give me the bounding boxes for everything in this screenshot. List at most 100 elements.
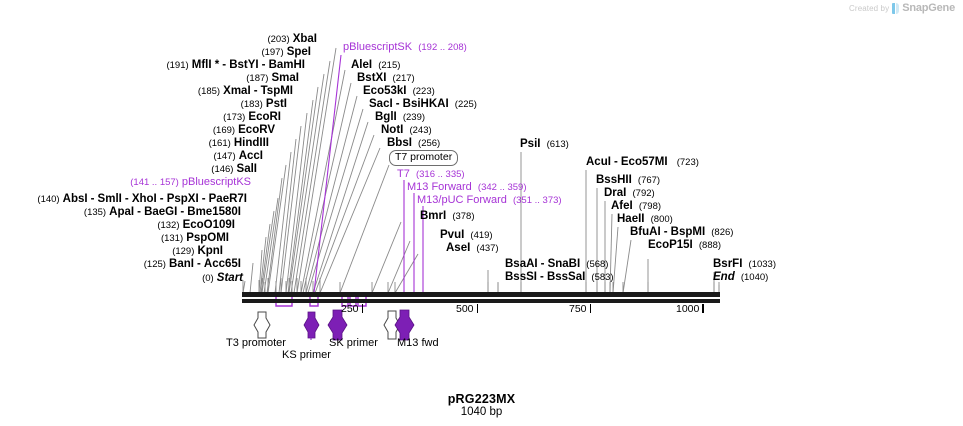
enzyme-name: BssHII [596,174,632,186]
enzyme-name: EcoO109I [182,219,235,231]
enzyme-label-ecoo109i[interactable]: (132) EcoO109I [157,219,235,231]
enzyme-name: BspMI [670,226,706,238]
feature-label-sk-primer[interactable]: SK primer [329,337,378,349]
enzyme-label-saci-bsihkai[interactable]: SacI - BsiHKAI (225) [369,98,477,110]
feature-label-t3-promoter[interactable]: T3 promoter [226,337,286,349]
site-position: (185) [197,86,221,97]
enzyme-name: PspXI [166,193,199,205]
enzyme-label-hindiii[interactable]: (161) HindIII [208,137,269,149]
feature-label-pbluescriptks[interactable]: (141 .. 157) pBluescriptKS [130,177,251,189]
enzyme-label-bsrfi[interactable]: BsrFI (1033) [713,258,776,270]
enzyme-label-spei[interactable]: (197) SpeI [261,46,311,58]
enzyme-name: AseI [446,242,471,254]
site-position: (378) [452,211,475,222]
enzyme-label-xbai[interactable]: (203) XbaI [267,33,317,45]
enzyme-name: BamHI [268,59,305,71]
feature-label-pbluescriptsk[interactable]: pBluescriptSK (192 .. 208) [343,42,467,54]
enzyme-name: PstI [265,98,287,110]
site-position: (173) [223,112,246,123]
site-position: (183) [240,99,263,110]
enzyme-label-psii[interactable]: PsiI (613) [520,138,569,150]
enzyme-name: PsiI [520,138,541,150]
end-label[interactable]: End (1040) [713,271,769,283]
enzyme-name: MflI * [191,59,220,71]
site-position: (583) [591,272,614,283]
enzyme-label-haeii[interactable]: HaeII (800) [617,213,673,225]
ruler-tick-500: 500 [456,303,479,315]
site-position: (217) [392,73,415,84]
enzyme-label-acci[interactable]: (147) AccI [213,150,263,162]
enzyme-label-alei[interactable]: AleI (215) [351,59,400,71]
enzyme-name: KpnI [197,245,223,257]
enzyme-label-drai[interactable]: DraI (792) [604,187,655,199]
enzyme-label-bstxi[interactable]: BstXI (217) [357,72,415,84]
enzyme-label-apai-baegi-bme1580i[interactable]: (135) ApaI - BaeGI - Bme1580I [83,206,241,218]
snapgene-watermark: Created by SnapGene [849,2,955,14]
feature-arrows [253,309,415,341]
enzyme-label-psti[interactable]: (183) PstI [240,98,287,110]
enzyme-name: BsrFI [713,258,743,270]
enzyme-label-bgli[interactable]: BglI (239) [375,111,425,123]
enzyme-name: BfuAI [630,226,661,238]
site-position: (225) [454,99,477,110]
enzyme-label-kpni[interactable]: (129) KpnI [172,245,223,257]
enzyme-label-noti[interactable]: NotI (243) [381,124,432,136]
watermark-brand: SnapGene [902,2,955,14]
site-position: (146) [211,164,234,175]
enzyme-name: PaeR7I [208,193,247,205]
enzyme-label-smai[interactable]: (187) SmaI [246,72,299,84]
enzyme-name: AcuI [586,156,611,168]
site-position: (1040) [740,272,769,283]
enzyme-name: BssSaI [546,271,586,283]
enzyme-label-ecop15i[interactable]: EcoP15I (888) [648,239,721,251]
start-label[interactable]: (0) Start [202,272,243,284]
enzyme-label-bbsi[interactable]: BbsI (256) [387,137,441,149]
enzyme-label-pspomi[interactable]: (131) PspOMI [161,232,229,244]
feature-label-m13-puc-forward[interactable]: M13/pUC Forward (351 .. 373) [417,195,562,207]
feature-label-m13-forward[interactable]: M13 Forward (342 .. 359) [407,182,527,194]
feature-label-m13-fwd[interactable]: M13 fwd [397,337,439,349]
enzyme-name: AleI [351,59,373,71]
enzyme-label-bmri[interactable]: BmrI (378) [420,210,475,222]
enzyme-label-bani-acc65i[interactable]: (125) BanI - Acc65I [143,258,241,270]
enzyme-name: BanI [169,258,194,270]
enzyme-label-ecori[interactable]: (173) EcoRI [223,111,281,123]
enzyme-name: Eco57MI [620,156,668,168]
enzyme-label-mfli-bstyi-bamhi[interactable]: (191) MflI * - BstYI - BamHI [166,59,305,71]
enzyme-label-xmai-tspmi[interactable]: (185) XmaI - TspMI [197,85,293,97]
enzyme-name: AbsI [62,193,88,205]
enzyme-label-bsssi-bsssai[interactable]: BssSI - BssSaI (583) [505,271,614,283]
site-position: (256) [418,138,441,149]
feature-range: (316 .. 335) [415,169,465,180]
ruler-tick-750: 750 [569,303,592,315]
enzyme-label-pvui[interactable]: PvuI (419) [440,229,493,241]
enzyme-name: SnaBI [547,258,581,270]
feature-name: End [713,271,735,283]
feature-range: (141 .. 157) [130,177,179,188]
enzyme-name: Eco53kI [363,85,407,97]
enzyme-label-afei[interactable]: AfeI (798) [611,200,661,212]
feature-range: (192 .. 208) [418,42,467,53]
enzyme-name: BaeGI [144,206,178,218]
enzyme-name: NotI [381,124,404,136]
enzyme-name: Bme1580I [187,206,241,218]
site-position: (125) [143,259,166,270]
enzyme-label-acui-eco57mi[interactable]: AcuI - Eco57MI (723) [586,156,699,168]
site-position: (792) [632,188,655,199]
sequence-bar-bottom[interactable] [242,299,720,303]
sequence-bar-top[interactable] [242,292,720,297]
feature-label-ks-primer[interactable]: KS primer [282,349,331,361]
enzyme-label-bsshii[interactable]: BssHII (767) [596,174,660,186]
enzyme-label-eco53ki[interactable]: Eco53kI (223) [363,85,435,97]
enzyme-name: BstYI [229,59,259,71]
feature-label-t7[interactable]: T7 (316 .. 335) [397,169,465,181]
enzyme-label-absi-smli-xhoi-pspxi-paer7i[interactable]: (140) AbsI - SmlI - XhoI - PspXI - PaeR7… [37,193,247,205]
enzyme-label-bfuai-bspmi[interactable]: BfuAI - BspMI (826) [630,226,734,238]
feature-box-t7-promoter[interactable]: T7 promoter [389,150,459,166]
enzyme-label-sali[interactable]: (146) SalI [211,163,257,175]
enzyme-label-asei[interactable]: AseI (437) [446,242,499,254]
feature-range: (342 .. 359) [477,182,527,193]
enzyme-label-ecorv[interactable]: (169) EcoRV [213,124,275,136]
site-position: (161) [208,138,231,149]
enzyme-label-bsaai-snabi[interactable]: BsaAI - SnaBI (568) [505,258,609,270]
